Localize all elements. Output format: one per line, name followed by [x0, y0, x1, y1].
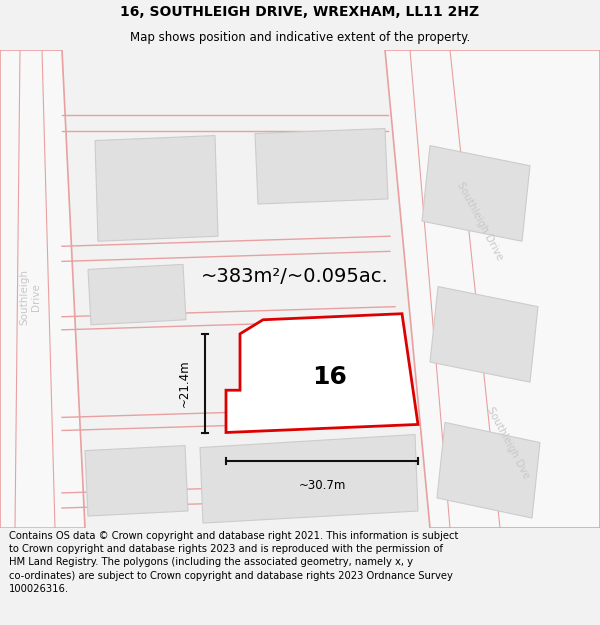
- Text: 16, SOUTHLEIGH DRIVE, WREXHAM, LL11 2HZ: 16, SOUTHLEIGH DRIVE, WREXHAM, LL11 2HZ: [121, 6, 479, 19]
- Polygon shape: [200, 434, 418, 523]
- Text: Map shows position and indicative extent of the property.: Map shows position and indicative extent…: [130, 31, 470, 44]
- Text: 16: 16: [313, 365, 347, 389]
- Text: Southleigh Drive: Southleigh Drive: [455, 180, 505, 262]
- Text: ~21.4m: ~21.4m: [178, 359, 191, 407]
- Text: ~30.7m: ~30.7m: [298, 479, 346, 492]
- Polygon shape: [226, 314, 418, 432]
- Polygon shape: [430, 286, 538, 382]
- Polygon shape: [95, 136, 218, 241]
- Polygon shape: [422, 146, 530, 241]
- Text: Southleigh
Drive: Southleigh Drive: [19, 269, 41, 324]
- Polygon shape: [437, 422, 540, 518]
- Polygon shape: [88, 264, 186, 325]
- Text: Southleigh Dve: Southleigh Dve: [485, 405, 531, 480]
- Polygon shape: [385, 50, 600, 528]
- Polygon shape: [255, 129, 388, 204]
- Polygon shape: [0, 50, 85, 528]
- Text: Contains OS data © Crown copyright and database right 2021. This information is : Contains OS data © Crown copyright and d…: [9, 531, 458, 594]
- Text: ~383m²/~0.095ac.: ~383m²/~0.095ac.: [201, 267, 389, 286]
- Polygon shape: [85, 446, 188, 516]
